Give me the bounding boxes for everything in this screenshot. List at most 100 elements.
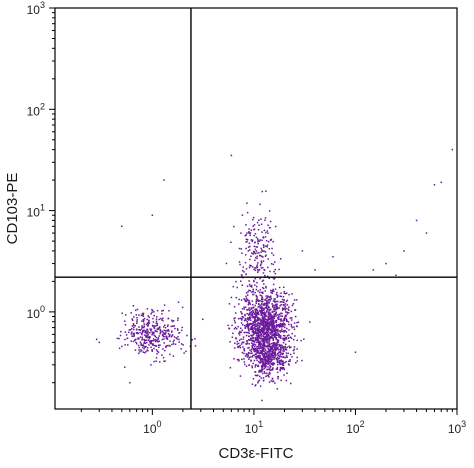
event-point [262, 360, 264, 362]
event-point [264, 219, 266, 221]
event-point [266, 297, 268, 299]
event-point [265, 328, 267, 330]
event-point [261, 353, 264, 356]
event-point [261, 351, 264, 353]
event-point [254, 304, 257, 307]
event-point [138, 329, 140, 331]
event-point [255, 341, 258, 344]
event-point [267, 368, 269, 371]
event-point [270, 335, 272, 338]
event-point [276, 308, 279, 310]
event-point [158, 346, 160, 349]
event-point [257, 321, 259, 324]
event-point [267, 315, 269, 318]
event-point [248, 323, 251, 325]
event-point [261, 231, 263, 233]
event-point [273, 313, 275, 315]
event-point [250, 328, 252, 330]
event-point [275, 315, 278, 317]
event-point [267, 327, 270, 329]
event-point [283, 335, 286, 337]
event-point [269, 321, 271, 323]
event-point [164, 326, 167, 329]
event-point [256, 374, 259, 377]
event-point [260, 330, 263, 333]
event-point [289, 360, 291, 362]
event-point [236, 343, 238, 345]
event-point [251, 291, 253, 293]
event-point [141, 332, 143, 335]
event-point [240, 248, 243, 250]
event-point [128, 329, 131, 331]
event-point [268, 339, 271, 342]
event-point [281, 330, 284, 333]
event-point [147, 349, 149, 352]
event-point [255, 349, 257, 352]
event-point [272, 288, 274, 291]
event-point [242, 336, 245, 338]
event-point [276, 366, 279, 369]
event-point [268, 338, 270, 340]
event-point [155, 320, 158, 323]
event-point [268, 309, 271, 312]
event-point [290, 337, 293, 340]
event-point [147, 321, 150, 324]
event-point [186, 334, 188, 337]
event-point [263, 367, 266, 370]
event-point [159, 327, 161, 329]
event-point [248, 346, 250, 349]
event-point [171, 343, 173, 346]
event-point [153, 331, 155, 334]
event-point [149, 340, 151, 343]
event-point [250, 229, 253, 231]
event-point [116, 337, 119, 340]
event-point [233, 317, 235, 320]
event-point [247, 355, 250, 357]
event-point [257, 313, 260, 316]
event-point [285, 317, 287, 320]
event-point [250, 308, 252, 311]
event-point [266, 340, 268, 342]
event-point [277, 375, 280, 378]
event-point [243, 350, 246, 352]
event-point [248, 324, 250, 326]
event-point [256, 314, 258, 317]
event-point [273, 315, 276, 318]
event-point [281, 323, 284, 325]
event-point [296, 356, 298, 359]
event-point [163, 329, 166, 332]
event-point [271, 363, 274, 366]
event-point [291, 356, 293, 358]
event-point [289, 346, 291, 349]
event-point [266, 350, 269, 353]
event-point [270, 321, 272, 323]
event-point [264, 339, 266, 341]
event-point [264, 364, 267, 367]
event-point [270, 345, 272, 348]
event-point [252, 306, 255, 308]
event-point [259, 294, 262, 296]
event-point [177, 319, 179, 321]
event-point [146, 322, 149, 324]
event-point [243, 324, 246, 327]
event-point [245, 247, 247, 250]
event-point [277, 295, 279, 297]
event-point [257, 327, 260, 329]
event-point [264, 366, 267, 369]
event-point [147, 315, 150, 317]
event-point [254, 310, 257, 312]
event-point [278, 330, 281, 332]
event-point [282, 301, 284, 303]
event-point [256, 271, 259, 273]
event-point [147, 334, 149, 337]
event-point [144, 351, 146, 354]
event-point [138, 346, 141, 349]
event-point [255, 309, 258, 311]
event-point [234, 312, 237, 314]
event-point [277, 377, 279, 380]
event-point [301, 250, 304, 252]
event-point [141, 336, 144, 339]
event-point [257, 364, 259, 367]
event-point [229, 366, 232, 369]
event-point [277, 361, 280, 363]
